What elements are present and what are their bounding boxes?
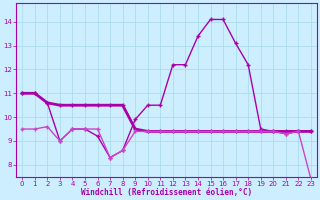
- X-axis label: Windchill (Refroidissement éolien,°C): Windchill (Refroidissement éolien,°C): [81, 188, 252, 197]
